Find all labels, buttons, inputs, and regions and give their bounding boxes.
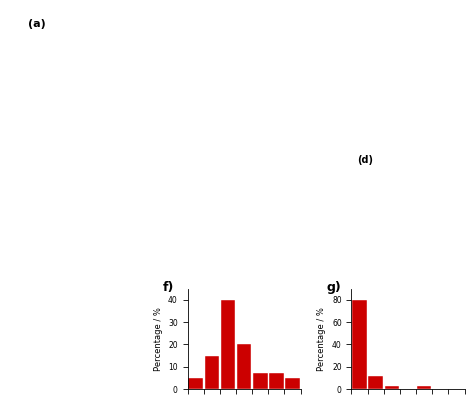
Bar xyxy=(352,300,367,389)
Text: 1 μm: 1 μm xyxy=(33,374,52,383)
Y-axis label: Percentage / %: Percentage / % xyxy=(154,307,163,371)
Text: f): f) xyxy=(163,281,174,294)
Text: (b): (b) xyxy=(29,155,46,165)
Y-axis label: Percentage / %: Percentage / % xyxy=(318,307,327,371)
Text: (e): (e) xyxy=(29,294,45,304)
Bar xyxy=(368,376,383,389)
Bar xyxy=(188,378,203,389)
Text: 5 nm: 5 nm xyxy=(197,235,216,245)
Text: (d): (d) xyxy=(357,155,373,165)
Bar xyxy=(253,374,267,389)
Bar xyxy=(285,378,300,389)
Text: (c): (c) xyxy=(193,155,208,165)
Bar xyxy=(417,386,431,389)
Bar xyxy=(205,356,219,389)
Text: g): g) xyxy=(327,281,341,294)
Text: 2 μm: 2 μm xyxy=(33,235,52,245)
Bar xyxy=(221,300,235,389)
Bar xyxy=(237,345,251,389)
Text: (a): (a) xyxy=(28,19,46,29)
Bar xyxy=(384,386,399,389)
Bar xyxy=(269,374,283,389)
